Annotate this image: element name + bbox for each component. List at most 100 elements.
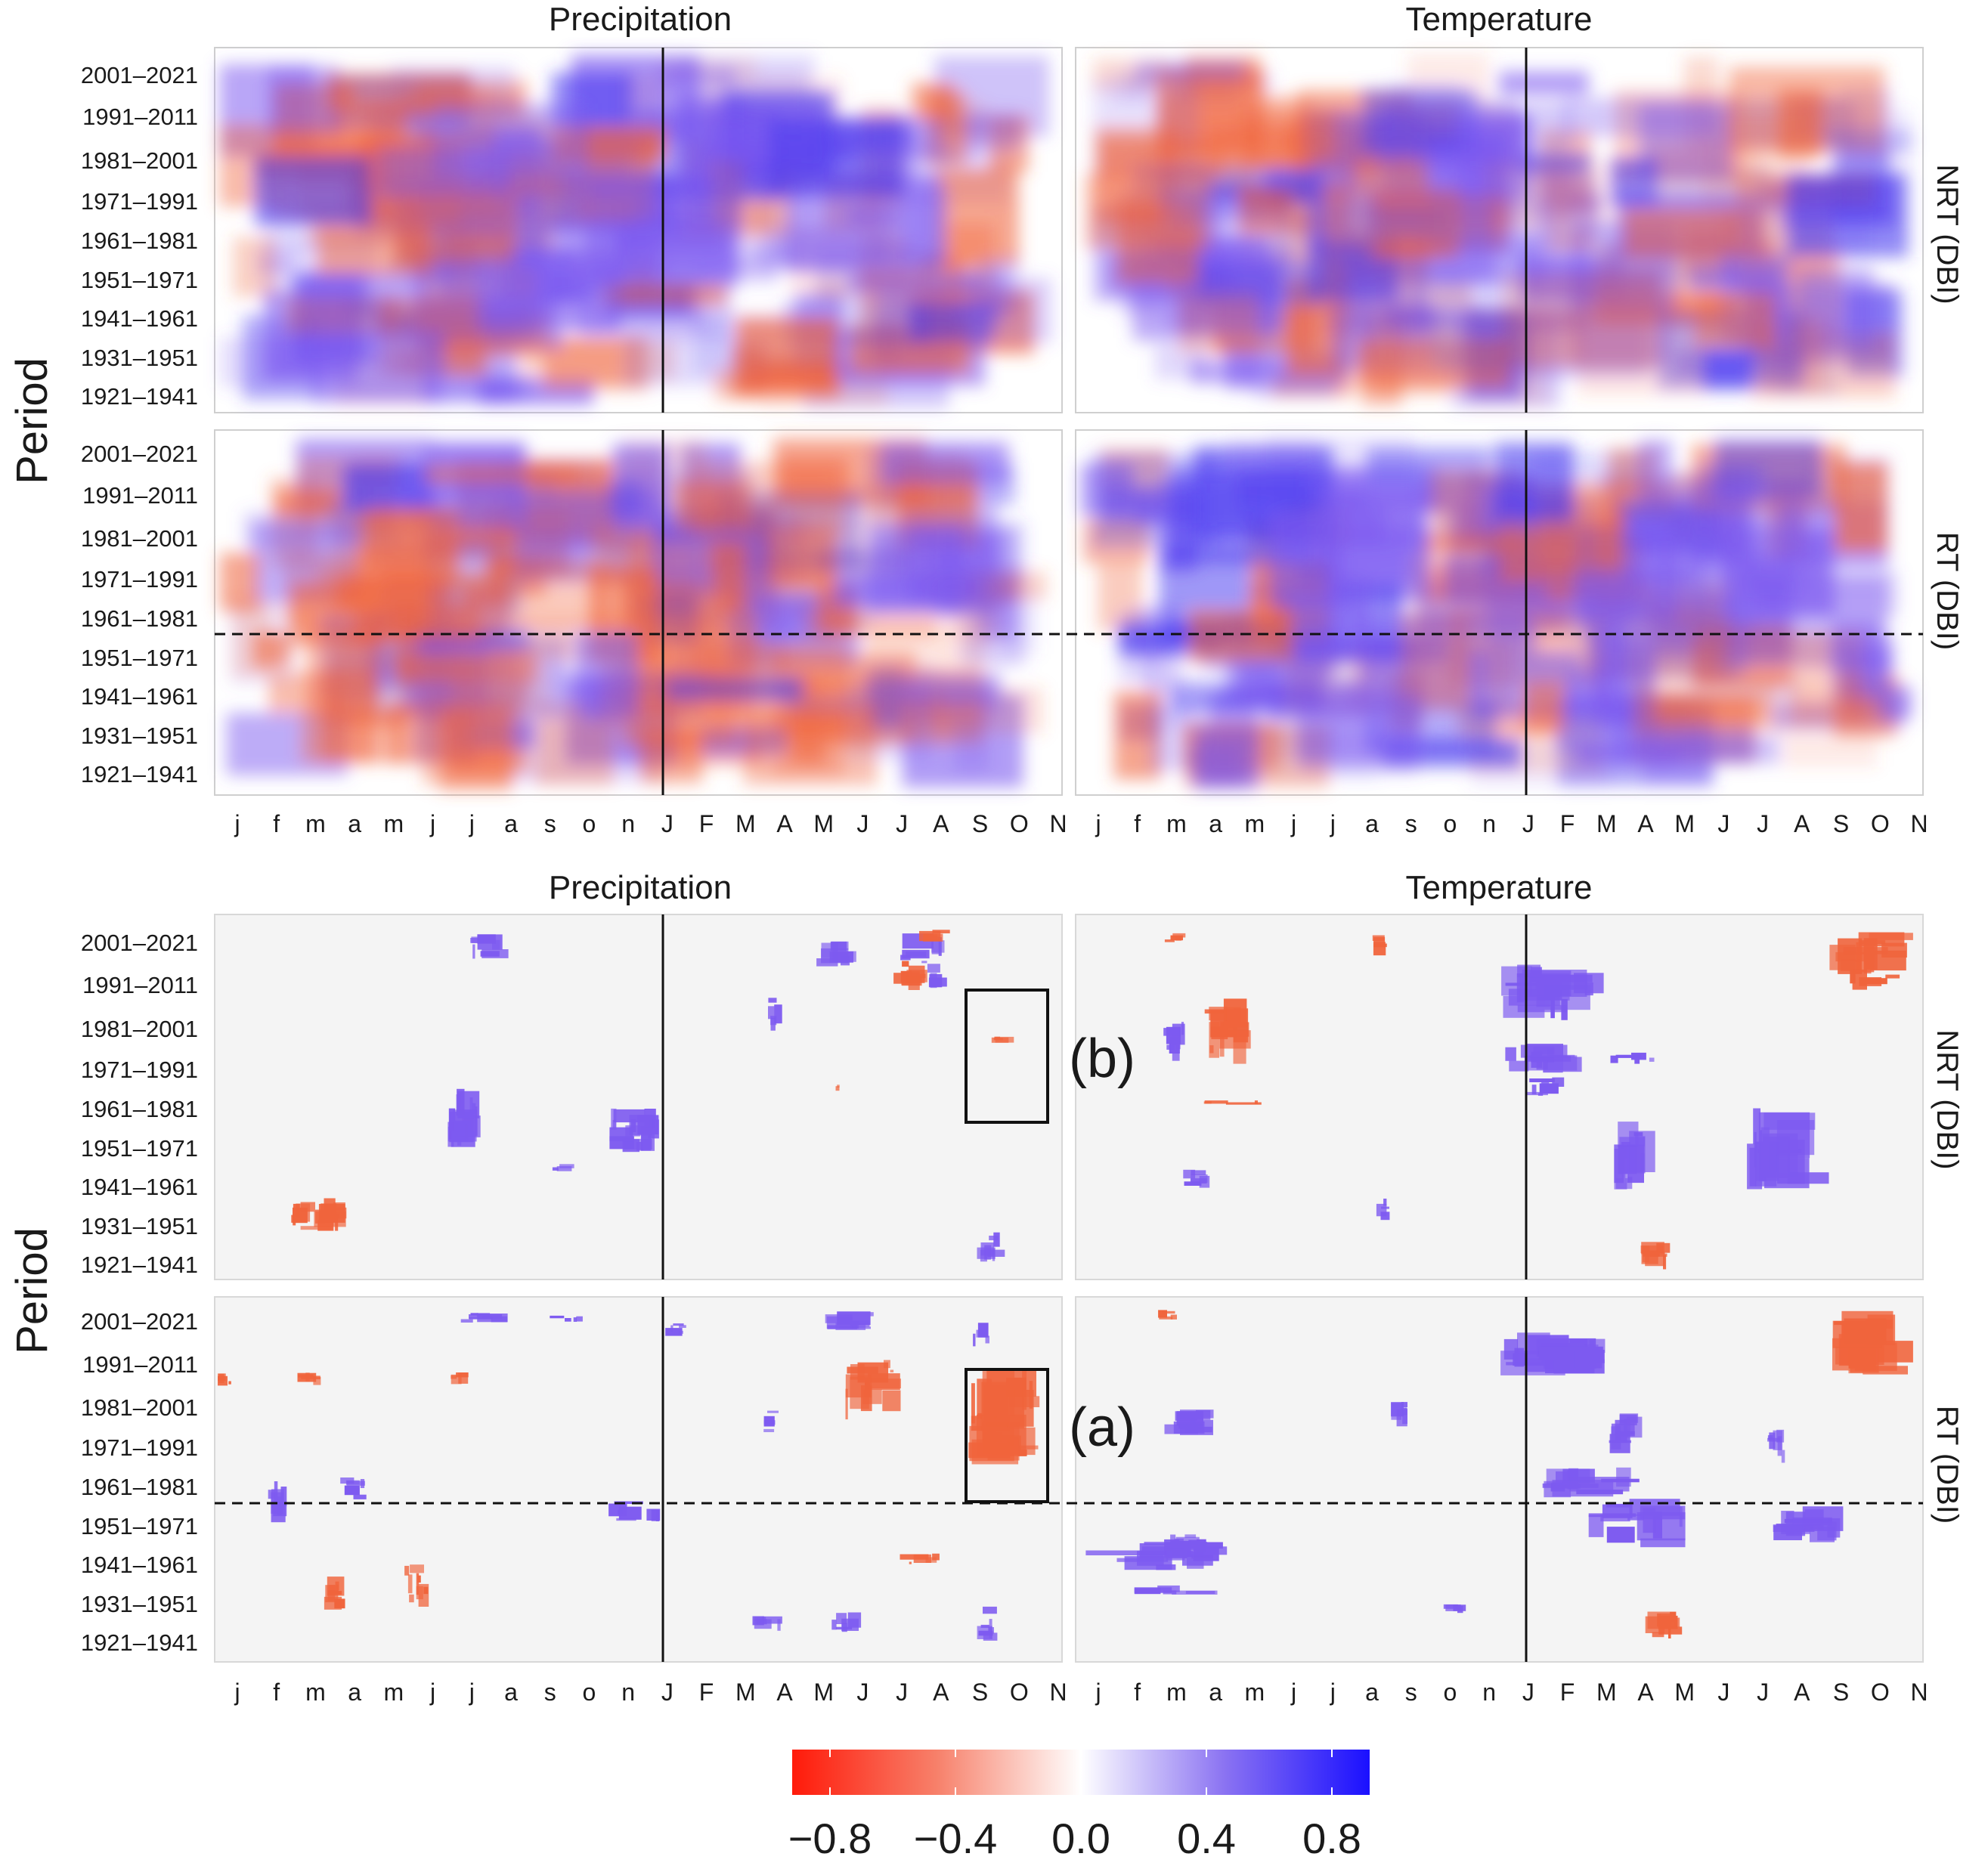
significant-cell xyxy=(931,940,945,953)
heatmap-cell xyxy=(1720,528,1835,616)
significant-cell xyxy=(1610,1055,1618,1063)
heatmap-cell xyxy=(253,632,291,668)
significant-cell xyxy=(927,964,940,973)
period-label: 1991–2011 xyxy=(82,1351,198,1378)
significant-cell xyxy=(1209,1007,1228,1021)
significant-cell xyxy=(679,1325,686,1328)
significant-cell xyxy=(1600,1514,1630,1522)
period-label: 1991–2011 xyxy=(82,972,198,998)
significant-cell xyxy=(984,1245,992,1260)
heatmap-cell xyxy=(743,706,877,785)
significant-cell xyxy=(1885,974,1900,979)
significant-cell xyxy=(1537,1093,1544,1096)
heatmap-cell xyxy=(1135,153,1253,196)
significant-cell xyxy=(550,1315,565,1319)
significant-cell xyxy=(1670,1611,1676,1622)
significant-cell xyxy=(1640,1505,1686,1520)
significant-cell xyxy=(471,936,485,943)
significant-cell xyxy=(1188,1539,1200,1545)
significant-cell xyxy=(324,1596,342,1610)
heatmap-cell xyxy=(1112,69,1151,105)
heatmap-cell xyxy=(954,721,989,772)
significant-cell xyxy=(1029,1381,1033,1409)
heatmap-cell xyxy=(587,175,717,232)
significant-cell xyxy=(928,977,942,988)
significant-cell xyxy=(1172,1052,1180,1061)
significant-cell xyxy=(1372,935,1385,941)
significant-cell xyxy=(1749,1147,1757,1187)
month-tick: o xyxy=(583,810,596,837)
month-tick: J xyxy=(1522,1679,1534,1706)
significant-cell xyxy=(1606,1503,1632,1508)
significant-cell xyxy=(1509,1060,1529,1072)
significant-cell xyxy=(1767,1435,1773,1440)
heatmap-cell xyxy=(640,729,703,783)
heatmap-cell xyxy=(1831,637,1894,673)
significant-cell xyxy=(1401,1402,1407,1407)
period-label: 2001–2021 xyxy=(81,62,198,88)
month-tick: a xyxy=(348,1679,361,1706)
month-tick: f xyxy=(273,1679,280,1706)
month-tick: m xyxy=(1166,810,1187,837)
significant-cell xyxy=(1445,1604,1461,1611)
colorbar-tick-label: 0.4 xyxy=(1177,1815,1236,1862)
significant-cell xyxy=(980,1249,987,1262)
heatmap-cell xyxy=(1716,628,1748,675)
month-tick: J xyxy=(896,1679,908,1706)
heatmap-cell xyxy=(1610,158,1657,207)
month-tick: M xyxy=(813,1679,834,1706)
month-tick: a xyxy=(504,1679,518,1706)
significant-cell xyxy=(559,1164,574,1168)
month-tick: O xyxy=(1871,810,1890,837)
significant-cell xyxy=(850,1364,865,1380)
month-tick: O xyxy=(1010,810,1029,837)
month-tick: O xyxy=(1010,1679,1029,1706)
significant-cell xyxy=(1517,964,1541,978)
significant-cell xyxy=(346,1481,365,1486)
significant-cell xyxy=(763,1420,776,1425)
significant-cell xyxy=(629,1115,653,1136)
significant-cell xyxy=(614,1501,643,1504)
month-tick: j xyxy=(1330,1679,1336,1706)
significant-cell xyxy=(763,1428,775,1432)
period-label: 1971–1991 xyxy=(81,1057,198,1083)
heatmap-cell xyxy=(1825,129,1912,152)
panel-top-rt-temp xyxy=(1075,429,1924,796)
panel-bottom-nrt-precip xyxy=(214,914,1063,1280)
significant-cell xyxy=(1085,1550,1173,1555)
significant-cell xyxy=(1163,1028,1181,1036)
heatmap-cell xyxy=(602,284,726,305)
heatmap-cell xyxy=(1503,273,1659,368)
significant-cell xyxy=(1134,1588,1161,1595)
heatmap-cell xyxy=(1499,71,1589,95)
significant-cell xyxy=(1022,1369,1027,1410)
significant-cell xyxy=(1170,1534,1176,1545)
period-label: 1991–2011 xyxy=(82,104,198,130)
heatmap-cell xyxy=(1188,609,1293,662)
month-tick: m xyxy=(1245,1679,1265,1706)
significant-cell xyxy=(768,998,777,1003)
month-tick: J xyxy=(1522,810,1534,837)
heatmap-cell xyxy=(1456,112,1531,198)
row-label-bottom-rt: RT (DBI) xyxy=(1931,1406,1964,1524)
heatmap-cell xyxy=(1243,110,1336,170)
significant-cell xyxy=(329,1585,339,1595)
significant-cell xyxy=(973,1333,976,1347)
significant-cell xyxy=(932,930,950,933)
significant-cell xyxy=(932,1553,940,1561)
significant-cell xyxy=(1562,1057,1582,1072)
significant-cell xyxy=(1614,1149,1627,1190)
month-tick: f xyxy=(1134,810,1141,837)
significant-cell xyxy=(1859,978,1887,985)
significant-cell xyxy=(1181,1022,1184,1035)
significant-cell xyxy=(1505,1047,1516,1061)
month-tick: A xyxy=(933,1679,949,1706)
significant-cell xyxy=(890,1369,894,1372)
panel-bottom-nrt-temp xyxy=(1075,914,1924,1280)
significant-cell xyxy=(987,1249,1005,1257)
heatmap-cell xyxy=(476,260,619,330)
significant-cell xyxy=(1520,1044,1568,1058)
period-label: 2001–2021 xyxy=(81,930,198,956)
month-tick: a xyxy=(348,810,361,837)
month-tick: j xyxy=(234,1679,240,1706)
